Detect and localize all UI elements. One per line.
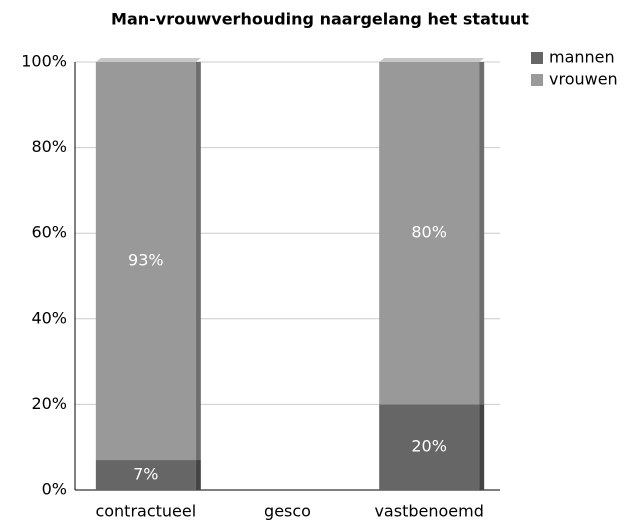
bar-top [95,58,201,62]
chart-title: Man-vrouwverhouding naargelang het statu… [111,10,529,29]
bar-segment [95,460,196,490]
data-label: 93% [128,251,164,270]
data-label: 20% [411,437,447,456]
y-tick-label: 100% [21,52,67,71]
bar-side [195,460,201,490]
legend-swatch [531,74,543,86]
data-label: 80% [411,223,447,242]
bar-side [479,62,485,405]
legend-label: mannen [549,48,615,67]
x-tick-label: contractueel [95,502,196,521]
x-tick-label: vastbenoemd [374,502,483,521]
bar-side [479,404,485,490]
bar-segment [379,62,480,405]
y-tick-label: 20% [31,394,67,413]
bar-side [195,62,201,461]
bar-top [379,58,485,62]
bar-segment [379,404,480,490]
data-label: 7% [133,465,158,484]
legend-label: vrouwen [549,70,618,89]
bar-segment [95,62,196,461]
y-tick-label: 0% [42,480,67,499]
legend-swatch [531,52,543,64]
y-tick-label: 80% [31,137,67,156]
y-tick-label: 60% [31,223,67,242]
y-tick-label: 40% [31,308,67,327]
x-tick-label: gesco [264,502,311,521]
